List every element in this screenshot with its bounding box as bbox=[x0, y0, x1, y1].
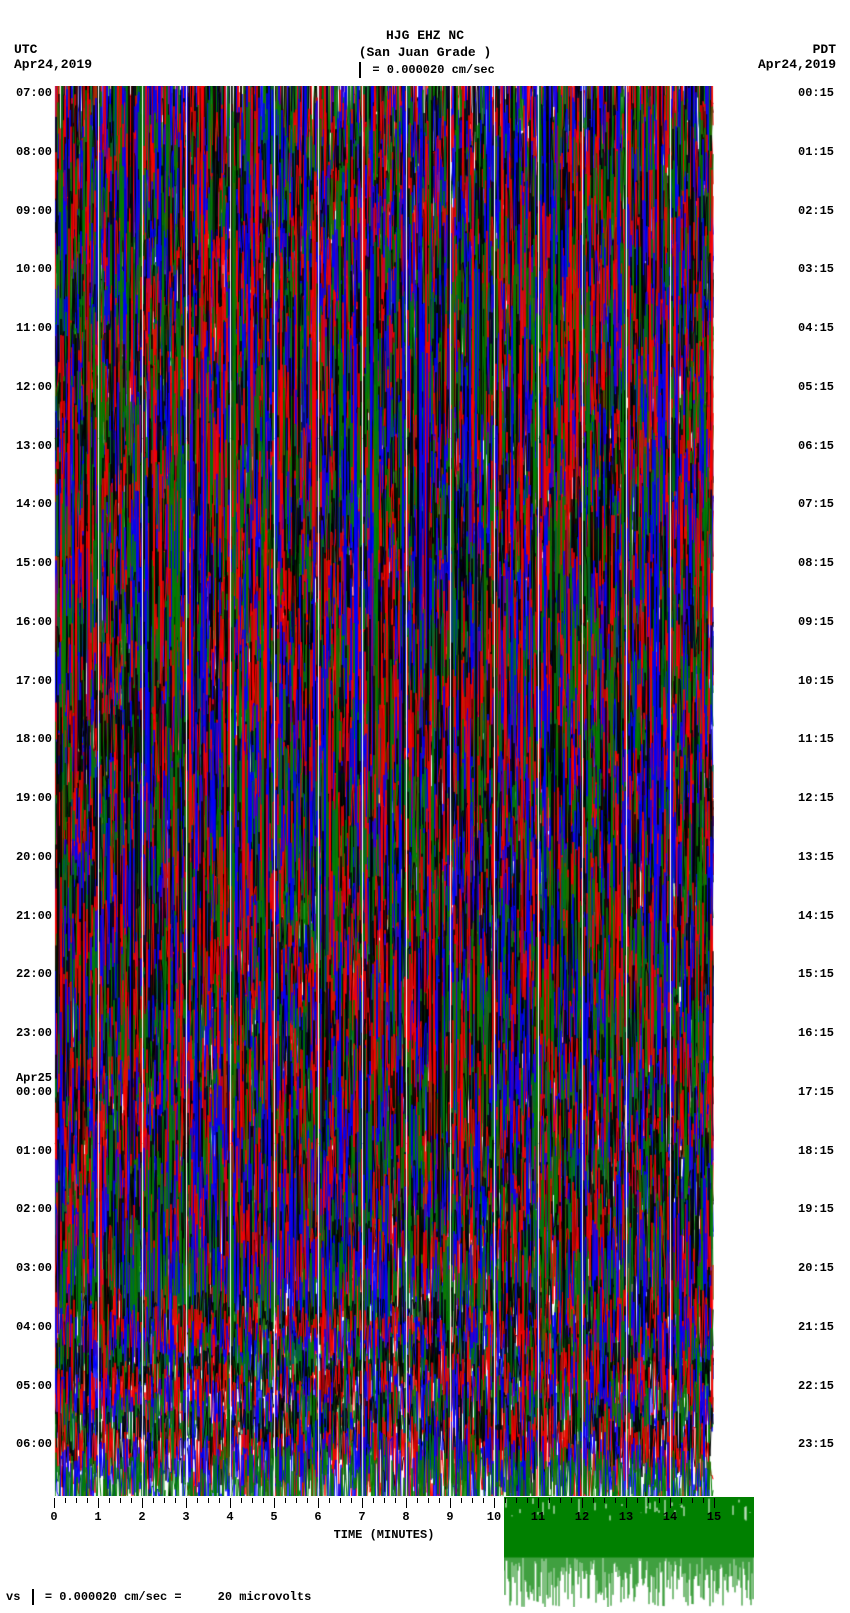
utc-time-label: 05:00 bbox=[8, 1379, 52, 1393]
x-tick-label: 9 bbox=[446, 1510, 453, 1524]
pdt-time-label: 07:15 bbox=[798, 497, 842, 511]
tz-left-label: UTC bbox=[14, 42, 92, 57]
utc-time-label: 22:00 bbox=[8, 967, 52, 981]
x-tick-label: 5 bbox=[270, 1510, 277, 1524]
x-tick-label: 2 bbox=[138, 1510, 145, 1524]
tz-left-date: Apr24,2019 bbox=[14, 57, 92, 72]
pdt-time-label: 17:15 bbox=[798, 1085, 842, 1099]
pdt-time-label: 14:15 bbox=[798, 909, 842, 923]
pdt-time-label: 03:15 bbox=[798, 262, 842, 276]
utc-time-label: 20:00 bbox=[8, 850, 52, 864]
tz-right: PDT Apr24,2019 bbox=[758, 42, 836, 72]
pdt-time-label: 20:15 bbox=[798, 1261, 842, 1275]
x-tick-label: 3 bbox=[182, 1510, 189, 1524]
footer-text-pre: = 0.000020 cm/sec = bbox=[45, 1590, 182, 1604]
utc-time-label: 07:00 bbox=[8, 86, 52, 100]
x-tick-label: 4 bbox=[226, 1510, 233, 1524]
utc-time-label: 15:00 bbox=[8, 556, 52, 570]
utc-time-label: 04:00 bbox=[8, 1320, 52, 1334]
pdt-time-label: 10:15 bbox=[798, 674, 842, 688]
station-id: HJG EHZ NC bbox=[0, 28, 850, 43]
pdt-time-label: 04:15 bbox=[798, 321, 842, 335]
utc-time-label: 06:00 bbox=[8, 1437, 52, 1451]
tz-right-label: PDT bbox=[758, 42, 836, 57]
x-axis-title: TIME (MINUTES) bbox=[54, 1528, 714, 1542]
x-tick-label: 13 bbox=[619, 1510, 633, 1524]
scale-bar-icon bbox=[359, 62, 361, 78]
x-tick-container: 0123456789101112131415 bbox=[54, 1498, 714, 1512]
utc-time-label: 02:00 bbox=[8, 1202, 52, 1216]
utc-time-label: 09:00 bbox=[8, 204, 52, 218]
footer-text-post: 20 microvolts bbox=[218, 1590, 312, 1604]
utc-time-label: 03:00 bbox=[8, 1261, 52, 1275]
pdt-time-label: 08:15 bbox=[798, 556, 842, 570]
footer-prefix: vs bbox=[6, 1590, 20, 1604]
pdt-time-label: 02:15 bbox=[798, 204, 842, 218]
utc-time-label: 13:00 bbox=[8, 439, 52, 453]
seismogram-canvas bbox=[54, 86, 714, 1496]
footer-scale: vs = 0.000020 cm/sec = 20 microvolts bbox=[6, 1589, 311, 1605]
day-marker: Apr25 bbox=[8, 1071, 52, 1085]
pdt-time-label: 12:15 bbox=[798, 791, 842, 805]
scale-legend-top: = 0.000020 cm/sec bbox=[0, 62, 850, 78]
pdt-time-label: 22:15 bbox=[798, 1379, 842, 1393]
utc-time-label: 19:00 bbox=[8, 791, 52, 805]
utc-time-label: 16:00 bbox=[8, 615, 52, 629]
pdt-time-label: 09:15 bbox=[798, 615, 842, 629]
x-tick-label: 12 bbox=[575, 1510, 589, 1524]
pdt-time-label: 19:15 bbox=[798, 1202, 842, 1216]
pdt-time-label: 06:15 bbox=[798, 439, 842, 453]
utc-time-label: 11:00 bbox=[8, 321, 52, 335]
x-tick-label: 11 bbox=[531, 1510, 545, 1524]
tz-right-date: Apr24,2019 bbox=[758, 57, 836, 72]
utc-time-label: 21:00 bbox=[8, 909, 52, 923]
x-tick-label: 15 bbox=[707, 1510, 721, 1524]
pdt-time-label: 15:15 bbox=[798, 967, 842, 981]
helicorder-plot bbox=[54, 86, 714, 1496]
pdt-time-label: 21:15 bbox=[798, 1320, 842, 1334]
x-tick-label: 7 bbox=[358, 1510, 365, 1524]
chart-header: HJG EHZ NC (San Juan Grade ) bbox=[0, 28, 850, 60]
utc-time-label: 14:00 bbox=[8, 497, 52, 511]
pdt-time-label: 16:15 bbox=[798, 1026, 842, 1040]
pdt-time-label: 01:15 bbox=[798, 145, 842, 159]
pdt-time-label: 23:15 bbox=[798, 1437, 842, 1451]
x-tick-label: 14 bbox=[663, 1510, 677, 1524]
x-axis: 0123456789101112131415 TIME (MINUTES) bbox=[54, 1498, 714, 1512]
x-tick-label: 6 bbox=[314, 1510, 321, 1524]
pdt-time-label: 18:15 bbox=[798, 1144, 842, 1158]
x-tick-label: 1 bbox=[94, 1510, 101, 1524]
scale-bar-icon bbox=[32, 1589, 34, 1605]
scale-text: = 0.000020 cm/sec bbox=[372, 63, 494, 77]
utc-time-label: 12:00 bbox=[8, 380, 52, 394]
pdt-time-label: 00:15 bbox=[798, 86, 842, 100]
x-tick-label: 10 bbox=[487, 1510, 501, 1524]
utc-time-label: 18:00 bbox=[8, 732, 52, 746]
utc-time-label: 23:00 bbox=[8, 1026, 52, 1040]
x-tick-label: 8 bbox=[402, 1510, 409, 1524]
tz-left: UTC Apr24,2019 bbox=[14, 42, 92, 72]
utc-time-label: 00:00 bbox=[8, 1085, 52, 1099]
utc-time-label: 17:00 bbox=[8, 674, 52, 688]
utc-time-label: 08:00 bbox=[8, 145, 52, 159]
station-name: (San Juan Grade ) bbox=[0, 45, 850, 60]
x-tick-label: 0 bbox=[50, 1510, 57, 1524]
pdt-time-label: 05:15 bbox=[798, 380, 842, 394]
pdt-time-label: 11:15 bbox=[798, 732, 842, 746]
utc-time-label: 10:00 bbox=[8, 262, 52, 276]
pdt-time-label: 13:15 bbox=[798, 850, 842, 864]
utc-time-label: 01:00 bbox=[8, 1144, 52, 1158]
